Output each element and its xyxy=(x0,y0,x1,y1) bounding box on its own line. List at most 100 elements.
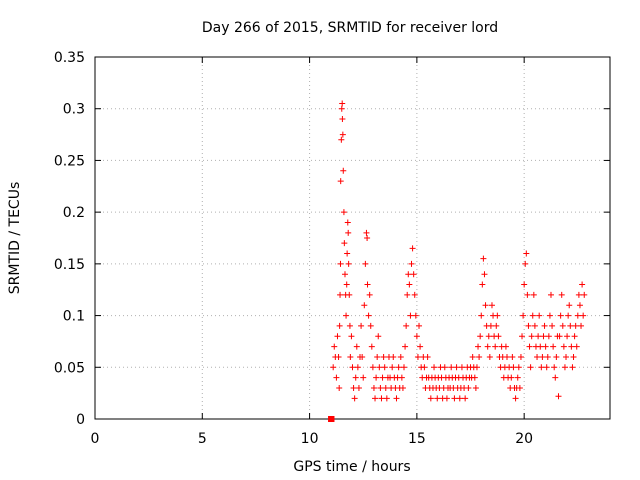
data-point xyxy=(515,364,522,371)
data-point xyxy=(390,353,397,360)
data-point xyxy=(340,167,347,174)
data-point xyxy=(520,312,527,319)
data-point xyxy=(523,250,530,257)
data-point xyxy=(339,116,346,123)
data-point xyxy=(527,364,534,371)
data-point xyxy=(530,291,537,298)
x-tick-label: 15 xyxy=(408,431,426,447)
data-point xyxy=(550,343,557,350)
data-point xyxy=(539,353,546,360)
data-point xyxy=(393,395,400,402)
data-point xyxy=(336,322,343,329)
data-point xyxy=(352,374,359,381)
data-point xyxy=(525,322,532,329)
data-point xyxy=(340,209,347,216)
data-point xyxy=(381,364,388,371)
data-point xyxy=(567,322,574,329)
data-point xyxy=(465,384,472,391)
data-point xyxy=(549,322,556,329)
data-point xyxy=(519,333,526,340)
chart-title: Day 266 of 2015, SRMTID for receiver lor… xyxy=(202,20,498,36)
data-point xyxy=(344,219,351,226)
data-point xyxy=(417,343,424,350)
data-point xyxy=(351,395,358,402)
data-point xyxy=(412,312,419,319)
data-point xyxy=(363,229,370,236)
data-point xyxy=(476,353,483,360)
data-point xyxy=(343,281,350,288)
data-point xyxy=(339,131,346,138)
data-point xyxy=(514,374,521,381)
data-point xyxy=(538,364,545,371)
data-point xyxy=(471,374,478,381)
data-point xyxy=(479,281,486,288)
data-point xyxy=(579,281,586,288)
data-point xyxy=(443,395,450,402)
data-point xyxy=(399,384,406,391)
data-point xyxy=(338,105,345,112)
data-point xyxy=(565,312,572,319)
data-point xyxy=(350,384,357,391)
data-point xyxy=(346,291,353,298)
data-point xyxy=(331,343,338,350)
data-point xyxy=(336,384,343,391)
data-point xyxy=(354,364,361,371)
data-point xyxy=(478,312,485,319)
data-point xyxy=(494,312,501,319)
data-point xyxy=(472,384,479,391)
y-tick-label: 0.35 xyxy=(54,50,85,66)
data-point xyxy=(360,374,367,381)
data-point xyxy=(333,374,340,381)
data-point xyxy=(573,343,580,350)
data-point xyxy=(368,343,375,350)
data-point xyxy=(358,322,365,329)
data-point xyxy=(458,364,465,371)
data-point xyxy=(441,364,448,371)
data-point xyxy=(541,322,548,329)
data-point xyxy=(560,343,567,350)
data-point xyxy=(534,353,541,360)
data-point xyxy=(406,281,413,288)
y-tick-label: 0 xyxy=(76,412,85,428)
data-point xyxy=(580,312,587,319)
data-point xyxy=(355,384,362,391)
data-point xyxy=(382,384,389,391)
y-tick-label: 0.25 xyxy=(54,153,85,169)
y-tick-label: 0.1 xyxy=(63,309,85,325)
data-point xyxy=(427,395,434,402)
data-point xyxy=(328,416,335,422)
data-point xyxy=(542,343,549,350)
data-point xyxy=(574,312,581,319)
y-tick-label: 0.05 xyxy=(54,360,85,376)
data-point xyxy=(364,235,371,241)
data-point xyxy=(531,322,538,329)
data-point xyxy=(364,281,371,288)
data-point xyxy=(377,384,384,391)
data-point xyxy=(568,343,575,350)
data-point xyxy=(564,333,571,340)
data-point xyxy=(416,322,423,329)
data-point xyxy=(337,178,344,185)
data-point xyxy=(339,100,346,107)
data-point xyxy=(372,395,379,402)
data-point xyxy=(341,240,348,247)
data-point xyxy=(411,291,418,298)
data-point xyxy=(512,395,519,402)
data-point xyxy=(404,291,411,298)
data-point xyxy=(569,364,576,371)
data-point xyxy=(561,364,568,371)
data-point xyxy=(408,260,415,267)
data-point xyxy=(555,393,562,400)
data-point xyxy=(495,333,502,340)
data-point xyxy=(477,333,484,340)
data-point xyxy=(484,343,491,350)
data-point xyxy=(347,353,354,360)
data-point xyxy=(374,353,381,360)
data-point xyxy=(403,322,410,329)
data-point xyxy=(469,353,476,360)
data-point xyxy=(492,343,499,350)
y-tick-label: 0.2 xyxy=(63,205,85,221)
data-point xyxy=(504,353,510,360)
data-point xyxy=(453,364,460,371)
data-point xyxy=(409,245,416,252)
